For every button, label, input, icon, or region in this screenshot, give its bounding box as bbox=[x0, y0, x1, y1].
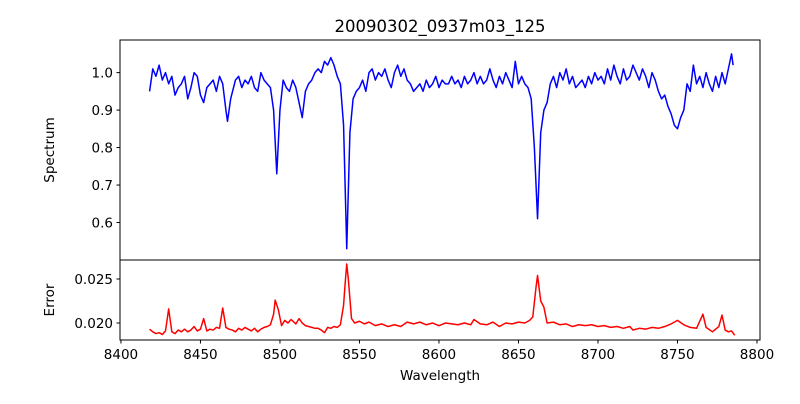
spectrum-line bbox=[148, 53, 734, 250]
spectrum-y-tick-label: 0.7 bbox=[92, 178, 113, 194]
error-y-tick-label: 0.020 bbox=[74, 316, 113, 332]
x-tick-label: 8650 bbox=[501, 347, 535, 363]
x-tick-label: 8700 bbox=[581, 347, 615, 363]
error-y-tick-label: 0.025 bbox=[74, 272, 113, 288]
spectrum-y-tick-label: 1.0 bbox=[92, 65, 113, 81]
x-axis-label: Wavelength bbox=[400, 368, 480, 384]
x-tick-label: 8400 bbox=[104, 347, 138, 363]
x-tick-label: 8600 bbox=[422, 347, 456, 363]
spectrum-y-tick-label: 0.6 bbox=[92, 215, 113, 231]
x-tick-label: 8550 bbox=[342, 347, 376, 363]
error-line bbox=[149, 263, 736, 336]
spectrum-y-axis-label: Spectrum bbox=[42, 117, 58, 182]
spectrum-y-tick-label: 0.9 bbox=[92, 103, 113, 119]
spectrum-y-tick-label: 0.8 bbox=[92, 140, 113, 156]
x-tick-label: 8450 bbox=[183, 347, 217, 363]
error-axes-frame bbox=[119, 259, 761, 341]
error-y-axis-label: Error bbox=[42, 283, 58, 316]
x-tick-label: 8500 bbox=[263, 347, 297, 363]
chart-title: 20090302_0937m03_125 bbox=[334, 17, 545, 37]
x-tick-label: 8750 bbox=[660, 347, 694, 363]
x-tick-label: 8800 bbox=[740, 347, 774, 363]
